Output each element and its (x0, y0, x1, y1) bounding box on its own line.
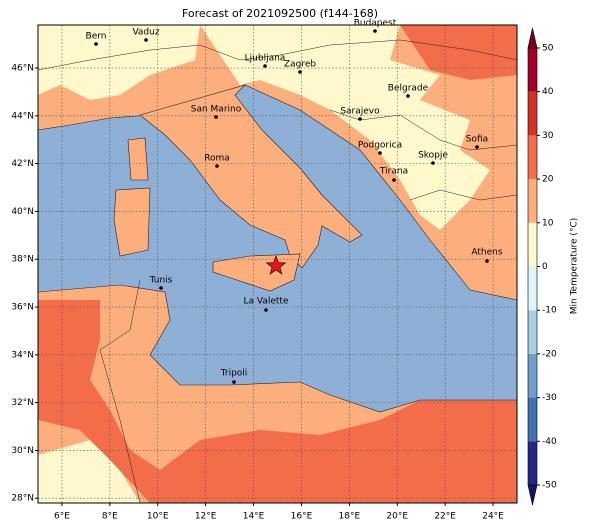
city-label: Bern (86, 32, 107, 42)
city-dot (475, 145, 479, 149)
city-label: Podgorica (358, 141, 402, 151)
x-tick-label: 12°E (195, 512, 217, 522)
city-dot (94, 42, 98, 46)
map-title: Forecast of 2021092500 (f144-168) (182, 7, 378, 20)
city-label: Budapest (354, 19, 397, 29)
city-dot (392, 178, 396, 182)
cold-region (38, 440, 140, 503)
city-label: Tripoli (220, 369, 248, 379)
country-border (99, 279, 141, 503)
y-tick-label: 46°N (11, 64, 34, 74)
city-label: Roma (204, 154, 230, 164)
city-dot (144, 38, 148, 42)
x-tick-label: 18°E (339, 512, 361, 522)
colorbar-segment (528, 266, 537, 311)
colorbar-tick-label: -40 (542, 437, 557, 447)
colorbar-segment (528, 222, 537, 267)
x-tick-label: 16°E (291, 512, 313, 522)
city-label: Tirana (379, 167, 408, 177)
cold-region (200, 25, 490, 230)
colorbar-segment (528, 397, 537, 442)
y-tick-label: 38°N (11, 255, 34, 265)
country-border (329, 109, 517, 151)
city-dot (215, 164, 219, 168)
city-dot (485, 259, 489, 263)
colorbar-segment (528, 310, 537, 354)
map-frame (37, 24, 518, 504)
city-dot (378, 151, 382, 155)
colorbar-tick-label: -20 (542, 349, 557, 359)
colorbar-segment (528, 441, 537, 485)
y-tick-label: 30°N (11, 446, 34, 456)
city-label: Tunis (149, 276, 173, 286)
y-tick-label: 32°N (11, 398, 34, 408)
city-dot (214, 115, 218, 119)
city-label: Sofia (466, 135, 488, 145)
warm-region (400, 25, 517, 80)
country-border (409, 189, 517, 201)
x-tick-label: 14°E (243, 512, 265, 522)
x-tick-label: 20°E (386, 512, 408, 522)
colorbar-label: Min Temperature (°C) (570, 218, 580, 315)
colorbar-tick-label: -30 (542, 393, 557, 403)
y-tick-label: 42°N (11, 159, 34, 169)
x-tick-label: 24°E (482, 512, 504, 522)
city-dot (358, 117, 362, 121)
colorbar-tick-label: 40 (542, 87, 554, 97)
city-dot (264, 308, 268, 312)
city-label: Ljubljana (245, 54, 286, 64)
city-dot (232, 380, 236, 384)
city-label: Vaduz (132, 28, 159, 38)
colorbar-extend-over (527, 27, 538, 49)
city-layer: Bern Vaduz Budapest Ljubljana Zagreb Bel… (86, 19, 503, 384)
y-tick-label: 44°N (11, 111, 34, 121)
colorbar-tick-label: 50 (542, 44, 554, 54)
colorbar-extend-under (527, 484, 538, 506)
country-border (38, 39, 517, 71)
colorbar-segment (528, 48, 537, 92)
corsica (127, 137, 149, 181)
colorbar: -50 -40 -30 -20 -10 0 10 20 30 40 50 (527, 27, 557, 506)
y-tick-label: 36°N (11, 303, 34, 313)
grid-layer (38, 25, 517, 503)
colorbar-tick-label: -10 (542, 306, 557, 316)
city-label: Sarajevo (340, 107, 380, 117)
city-label: Belgrade (388, 84, 429, 94)
city-dot (263, 64, 267, 68)
colorbar-tick-label: 10 (542, 218, 554, 228)
colorbar-segment (528, 353, 537, 398)
colorbar-tick-label: 20 (542, 175, 554, 185)
city-label: La Valette (244, 297, 289, 307)
x-tick-label: 6°E (54, 512, 70, 522)
location-star (265, 255, 287, 275)
city-dot (159, 286, 163, 290)
y-tick-label: 28°N (11, 494, 34, 504)
cold-region (38, 25, 200, 100)
y-tick-label: 40°N (11, 207, 34, 217)
sardinia (113, 187, 151, 257)
colorbar-segment (528, 179, 537, 223)
city-label: Zagreb (284, 60, 316, 70)
city-dot (431, 161, 435, 165)
colorbar-segment (528, 91, 537, 136)
city-label: Skopje (418, 151, 448, 161)
x-tick-label: 22°E (434, 512, 456, 522)
colorbar-tick-label: 0 (542, 262, 548, 272)
city-dot (373, 29, 377, 33)
x-tick-label: 8°E (102, 512, 118, 522)
city-dot (406, 94, 410, 98)
city-label: San Marino (191, 105, 242, 115)
italy (139, 84, 363, 269)
colorbar-segment (528, 135, 537, 180)
y-tick-label: 34°N (11, 350, 34, 360)
colorbar-tick-label: -50 (542, 481, 557, 491)
x-tick-label: 10°E (147, 512, 169, 522)
colorbar-tick-label: 30 (542, 131, 554, 141)
city-dot (298, 70, 302, 74)
city-label: Athens (471, 248, 502, 258)
